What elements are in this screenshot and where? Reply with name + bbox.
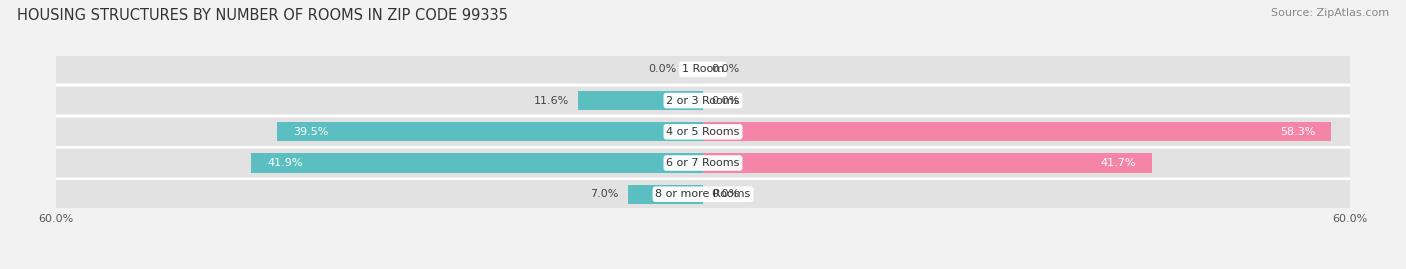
Text: 0.0%: 0.0% — [648, 64, 676, 75]
Text: HOUSING STRUCTURES BY NUMBER OF ROOMS IN ZIP CODE 99335: HOUSING STRUCTURES BY NUMBER OF ROOMS IN… — [17, 8, 508, 23]
Bar — [627, 185, 703, 204]
Text: 39.5%: 39.5% — [294, 127, 329, 137]
Text: 4 or 5 Rooms: 4 or 5 Rooms — [666, 127, 740, 137]
Text: 0.0%: 0.0% — [711, 95, 740, 106]
Bar — [56, 56, 1350, 83]
Text: 0.0%: 0.0% — [711, 189, 740, 199]
Text: 0.0%: 0.0% — [711, 64, 740, 75]
Text: 7.0%: 7.0% — [591, 189, 619, 199]
Bar — [56, 149, 1350, 177]
Bar — [578, 91, 703, 110]
Text: 2 or 3 Rooms: 2 or 3 Rooms — [666, 95, 740, 106]
Bar — [277, 122, 703, 141]
Bar — [703, 122, 1331, 141]
Text: 41.9%: 41.9% — [267, 158, 304, 168]
Bar — [703, 153, 1153, 173]
Text: 1 Room: 1 Room — [682, 64, 724, 75]
Text: 6 or 7 Rooms: 6 or 7 Rooms — [666, 158, 740, 168]
Text: Source: ZipAtlas.com: Source: ZipAtlas.com — [1271, 8, 1389, 18]
Bar — [252, 153, 703, 173]
Bar — [56, 180, 1350, 208]
Text: 11.6%: 11.6% — [534, 95, 569, 106]
Text: 8 or more Rooms: 8 or more Rooms — [655, 189, 751, 199]
Text: 58.3%: 58.3% — [1279, 127, 1315, 137]
Text: 41.7%: 41.7% — [1101, 158, 1136, 168]
Bar — [56, 118, 1350, 146]
Bar — [56, 87, 1350, 114]
